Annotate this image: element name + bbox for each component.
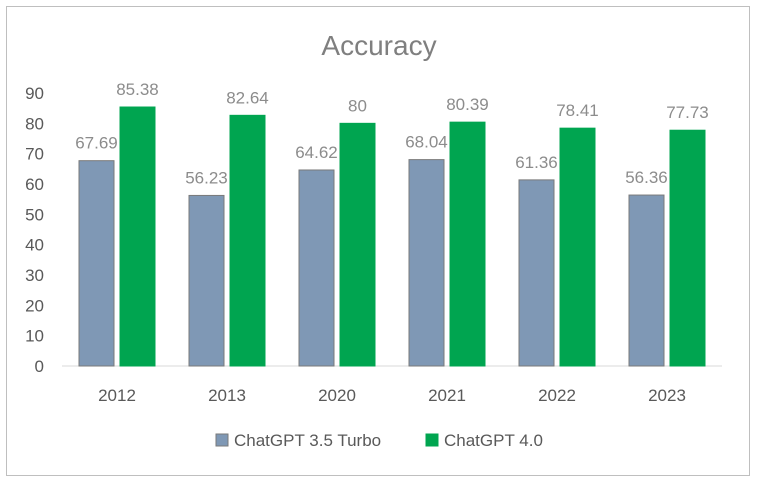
data-label: 80.39 xyxy=(446,95,489,114)
data-label: 80 xyxy=(348,96,367,115)
bar-gpt4-2023 xyxy=(669,129,706,367)
data-label: 85.38 xyxy=(116,80,159,99)
bar-gpt35-2021 xyxy=(408,159,445,367)
x-axis-categories: 2012 2013 2020 2021 2022 2023 xyxy=(98,386,686,405)
bar-gpt4-2022 xyxy=(559,127,596,367)
data-label: 78.41 xyxy=(556,101,599,120)
y-axis-ticks: 0 10 20 30 40 50 60 70 80 90 xyxy=(25,84,44,376)
data-label: 67.69 xyxy=(75,134,118,153)
bar-gpt4-2020 xyxy=(339,122,376,367)
bar-gpt4-2012 xyxy=(119,106,156,367)
bar-gpt4-2013 xyxy=(229,114,266,367)
bar-gpt35-2020 xyxy=(298,169,335,367)
x-category-label: 2012 xyxy=(98,386,136,405)
x-category-label: 2013 xyxy=(208,386,246,405)
x-category-label: 2023 xyxy=(648,386,686,405)
y-tick-label: 80 xyxy=(25,114,44,133)
bar-gpt35-2023 xyxy=(628,194,665,367)
y-tick-label: 40 xyxy=(25,236,44,255)
data-label: 56.23 xyxy=(185,168,228,187)
legend-label-gpt35: ChatGPT 3.5 Turbo xyxy=(234,431,381,450)
y-tick-label: 70 xyxy=(25,145,44,164)
y-tick-label: 0 xyxy=(35,357,44,376)
bars-group xyxy=(78,106,706,367)
bar-gpt4-2021 xyxy=(449,121,486,367)
data-labels-group: 67.69 85.38 56.23 82.64 64.62 80 68.04 80.39 61.… xyxy=(75,80,709,187)
y-tick-label: 60 xyxy=(25,175,44,194)
legend: ChatGPT 3.5 Turbo ChatGPT 4.0 xyxy=(215,431,543,450)
data-label: 61.36 xyxy=(515,153,558,172)
y-tick-label: 30 xyxy=(25,266,44,285)
data-label: 77.73 xyxy=(666,103,709,122)
x-category-label: 2022 xyxy=(538,386,576,405)
bar-gpt35-2012 xyxy=(78,160,115,367)
legend-swatch-gpt4 xyxy=(425,433,439,447)
bar-gpt35-2022 xyxy=(518,179,555,367)
legend-label-gpt4: ChatGPT 4.0 xyxy=(444,431,543,450)
data-label: 82.64 xyxy=(226,88,269,107)
data-label: 56.36 xyxy=(625,168,668,187)
bar-gpt35-2013 xyxy=(188,194,225,367)
y-tick-label: 50 xyxy=(25,205,44,224)
x-category-label: 2020 xyxy=(318,386,356,405)
chart-title: Accuracy xyxy=(321,30,436,61)
y-tick-label: 10 xyxy=(25,327,44,346)
data-label: 64.62 xyxy=(295,143,338,162)
legend-swatch-gpt35 xyxy=(215,433,229,447)
x-category-label: 2021 xyxy=(428,386,466,405)
y-tick-label: 90 xyxy=(25,84,44,103)
data-label: 68.04 xyxy=(405,133,448,152)
y-tick-label: 20 xyxy=(25,296,44,315)
